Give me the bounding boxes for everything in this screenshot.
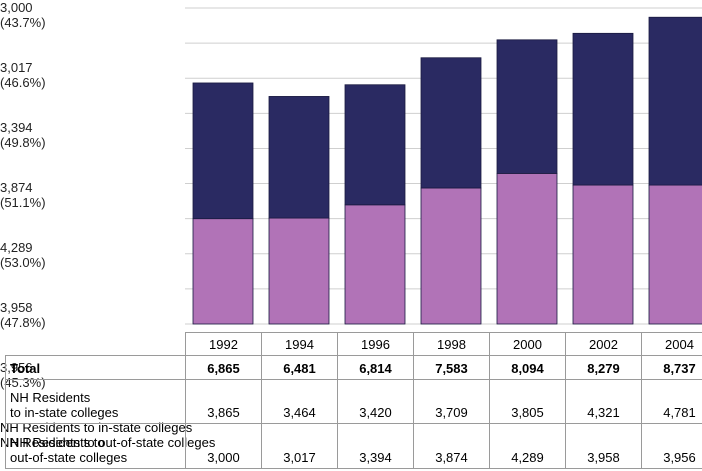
value-label: 3,958	[0, 300, 33, 315]
bar-segment	[496, 39, 558, 174]
table-row: Total 6,865 6,481 6,814 7,583 8,094 8,279 8,737	[5, 355, 702, 380]
table-cell: 8,094	[489, 355, 566, 380]
corner-cell	[5, 332, 186, 356]
chart	[185, 7, 702, 325]
table-cell: 3,958	[565, 423, 642, 469]
bar-segment	[268, 217, 330, 325]
table-cell: 6,865	[185, 355, 262, 380]
table-row: NH Residents to in-state colleges 3,865 3,…	[5, 379, 702, 424]
value-label: 4,289	[0, 240, 33, 255]
value-label: 3,017	[0, 60, 33, 75]
table-cell: 8,279	[565, 355, 642, 380]
bar-segment	[496, 173, 558, 325]
value-label: 3,464	[0, 90, 33, 105]
value-label: 3,709	[0, 210, 33, 225]
table-cell: 3,709	[413, 379, 490, 424]
bar-segment	[572, 184, 634, 325]
value-label: 3,805	[0, 270, 33, 285]
header-cell: 2002	[565, 332, 642, 356]
percent-label: (47.0%)	[0, 285, 46, 300]
header-row: 1992 1994 1996 1998 2000 2002 2004	[5, 332, 702, 356]
table-cell: 3,017	[261, 423, 338, 469]
bar-segment	[420, 187, 482, 325]
bar-segment	[344, 84, 406, 206]
percent-label: (43.7%)	[0, 15, 46, 30]
percent-label: (50.2%)	[0, 165, 46, 180]
percent-label: (48.9%)	[0, 225, 46, 240]
table-cell: 3,000	[185, 423, 262, 469]
header-cell: 2004	[641, 332, 702, 356]
header-cell: 2000	[489, 332, 566, 356]
table-cell: 4,321	[565, 379, 642, 424]
percent-label: (47.8%)	[0, 315, 46, 330]
row-label: NH Residents to out-of-state colleges	[5, 423, 186, 469]
percent-label: (46.6%)	[0, 75, 46, 90]
table-cell: 6,814	[337, 355, 414, 380]
table-cell: 3,464	[261, 379, 338, 424]
value-label: 3,865	[0, 30, 33, 45]
bar-segment	[572, 32, 634, 186]
bar-segment	[648, 184, 702, 325]
table-cell: 8,737	[641, 355, 702, 380]
percent-label: (49.8%)	[0, 135, 46, 150]
header-cell: 1998	[413, 332, 490, 356]
row-label: NH Residents to in-state colleges	[5, 379, 186, 424]
header-cell: 1996	[337, 332, 414, 356]
table-cell: 3,956	[641, 423, 702, 469]
table-cell: 3,420	[337, 379, 414, 424]
bar-segment	[344, 204, 406, 325]
row-label: Total	[5, 355, 186, 380]
value-label: 3,420	[0, 150, 33, 165]
bar-segment	[192, 82, 254, 220]
bar-segment	[648, 16, 702, 186]
percent-label: (51.1%)	[0, 195, 46, 210]
bar-segment	[420, 57, 482, 189]
data-table: 1992 1994 1996 1998 2000 2002 2004 Total 6,865 6,…	[5, 332, 702, 469]
percent-label: (56.3%)	[0, 45, 46, 60]
table-cell: 3,874	[413, 423, 490, 469]
table-row: NH Residents to out-of-state colleges 3,0…	[5, 423, 702, 469]
bar-segment	[192, 218, 254, 325]
table-cell: 3,394	[337, 423, 414, 469]
table-cell: 4,289	[489, 423, 566, 469]
value-label: 3,874	[0, 180, 33, 195]
table-cell: 3,805	[489, 379, 566, 424]
table-cell: 4,781	[641, 379, 702, 424]
percent-label: (53.0%)	[0, 255, 46, 270]
value-label: 3,000	[0, 0, 33, 15]
table-cell: 6,481	[261, 355, 338, 380]
value-label: 3,394	[0, 120, 33, 135]
percent-label: (53.4%)	[0, 105, 46, 120]
table-cell: 3,865	[185, 379, 262, 424]
header-cell: 1992	[185, 332, 262, 356]
header-cell: 1994	[261, 332, 338, 356]
bar-segment	[268, 96, 330, 219]
table-cell: 7,583	[413, 355, 490, 380]
